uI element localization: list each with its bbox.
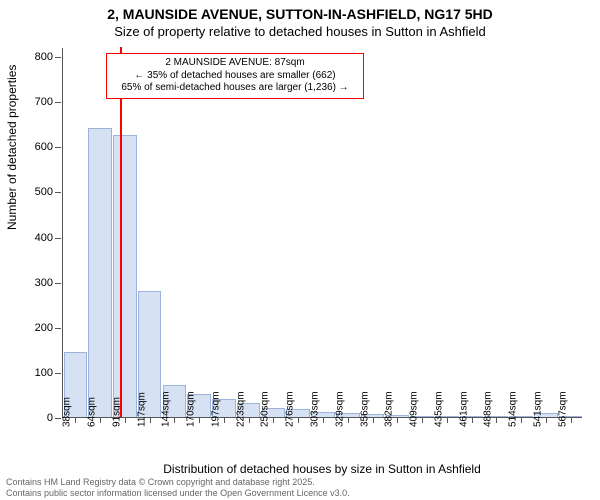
histogram-bar xyxy=(88,128,112,417)
x-tick-label: 329sqm xyxy=(334,391,345,427)
chart-container: 2, MAUNSIDE AVENUE, SUTTON-IN-ASHFIELD, … xyxy=(0,0,600,500)
x-tick xyxy=(174,417,175,423)
title-line-2: Size of property relative to detached ho… xyxy=(0,24,600,39)
y-axis-label: Number of detached properties xyxy=(5,65,19,230)
y-tick-label: 100 xyxy=(35,367,53,379)
x-tick-label: 514sqm xyxy=(508,391,519,427)
histogram-bar xyxy=(113,135,137,417)
x-tick-label: 38sqm xyxy=(62,397,73,427)
footer-line-1: Contains HM Land Registry data © Crown c… xyxy=(6,477,350,487)
x-tick xyxy=(199,417,200,423)
x-tick xyxy=(249,417,250,423)
x-tick xyxy=(571,417,572,423)
x-tick-label: 250sqm xyxy=(260,391,271,427)
x-tick-label: 488sqm xyxy=(483,391,494,427)
x-tick-label: 276sqm xyxy=(285,391,296,427)
x-tick-label: 117sqm xyxy=(136,392,147,427)
x-tick xyxy=(150,417,151,423)
x-axis-label: Distribution of detached houses by size … xyxy=(62,462,582,476)
x-tick-label: 409sqm xyxy=(409,391,420,427)
annotation-line-2: ← 35% of detached houses are smaller (66… xyxy=(113,70,357,83)
y-tick-label: 800 xyxy=(35,51,53,63)
property-marker-line xyxy=(120,47,122,417)
x-tick xyxy=(298,417,299,423)
y-tick-label: 500 xyxy=(35,186,53,198)
x-tick-label: 64sqm xyxy=(87,397,98,427)
y-tick xyxy=(55,147,61,148)
y-tick xyxy=(55,57,61,58)
y-tick xyxy=(55,238,61,239)
y-tick-label: 700 xyxy=(35,96,53,108)
x-tick-label: 170sqm xyxy=(186,391,197,427)
x-tick xyxy=(496,417,497,423)
y-tick xyxy=(55,192,61,193)
x-tick-label: 303sqm xyxy=(310,391,321,427)
x-tick xyxy=(422,417,423,423)
x-tick xyxy=(348,417,349,423)
x-tick-label: 541sqm xyxy=(532,391,543,427)
x-tick xyxy=(75,417,76,423)
annotation-line-1: 2 MAUNSIDE AVENUE: 87sqm xyxy=(113,57,357,70)
y-tick-label: 200 xyxy=(35,322,53,334)
x-tick-label: 567sqm xyxy=(557,391,568,427)
x-tick-label: 197sqm xyxy=(210,391,221,427)
x-tick xyxy=(447,417,448,423)
x-tick-label: 382sqm xyxy=(384,391,395,427)
x-tick-label: 223sqm xyxy=(235,391,246,427)
x-tick xyxy=(224,417,225,423)
x-tick xyxy=(100,417,101,423)
x-tick xyxy=(397,417,398,423)
y-tick-label: 0 xyxy=(47,412,53,424)
y-tick xyxy=(55,418,61,419)
footer-attribution: Contains HM Land Registry data © Crown c… xyxy=(6,477,350,498)
x-tick xyxy=(521,417,522,423)
annotation-line-3: 65% of semi-detached houses are larger (… xyxy=(113,82,357,95)
plot-area: 010020030040050060070080038sqm64sqm91sqm… xyxy=(62,48,582,418)
y-tick xyxy=(55,373,61,374)
y-tick-label: 400 xyxy=(35,232,53,244)
x-tick xyxy=(373,417,374,423)
footer-line-2: Contains public sector information licen… xyxy=(6,488,350,498)
y-tick xyxy=(55,102,61,103)
x-tick xyxy=(273,417,274,423)
y-tick xyxy=(55,328,61,329)
annotation-box: 2 MAUNSIDE AVENUE: 87sqm ← 35% of detach… xyxy=(106,53,364,99)
x-tick xyxy=(125,417,126,423)
y-tick xyxy=(55,283,61,284)
x-tick xyxy=(472,417,473,423)
x-tick-label: 356sqm xyxy=(359,391,370,427)
x-tick xyxy=(546,417,547,423)
x-tick-label: 435sqm xyxy=(433,391,444,427)
y-tick-label: 300 xyxy=(35,277,53,289)
title-line-1: 2, MAUNSIDE AVENUE, SUTTON-IN-ASHFIELD, … xyxy=(0,6,600,22)
x-tick-label: 461sqm xyxy=(458,391,469,427)
x-tick xyxy=(323,417,324,423)
y-tick-label: 600 xyxy=(35,141,53,153)
x-tick-label: 144sqm xyxy=(161,391,172,427)
